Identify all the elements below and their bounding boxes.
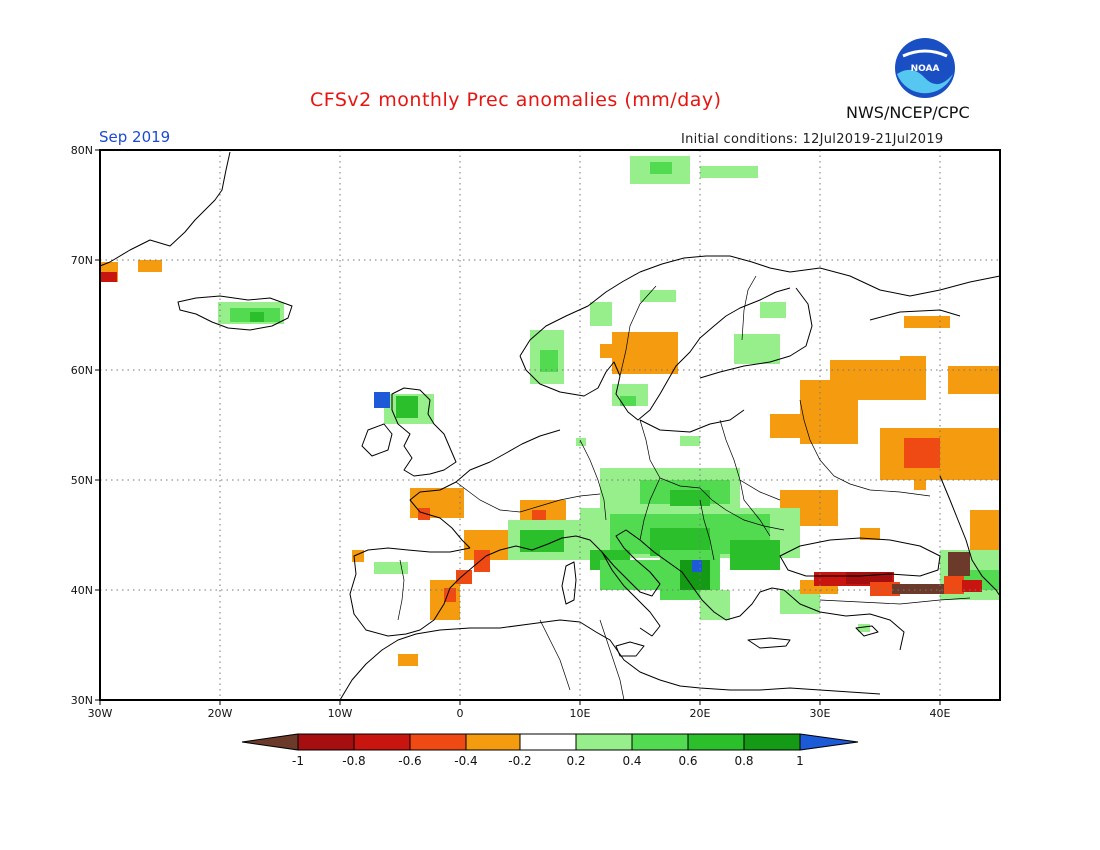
colorbar-tick-label: 0.4 — [622, 754, 641, 768]
colorbar-tick-label: 0.2 — [566, 754, 585, 768]
colorbar-tick-label: -0.4 — [454, 754, 477, 768]
colorbar-bin — [631, 733, 689, 751]
agency-label: NWS/NCEP/CPC — [846, 103, 970, 122]
colorbar-tick-label: -1 — [292, 754, 304, 768]
colorbar-tick-label: 0.8 — [734, 754, 753, 768]
colorbar-bin — [465, 733, 521, 751]
colorbar-tick-label: -0.6 — [398, 754, 421, 768]
lon-label: 20W — [208, 707, 233, 720]
lat-label: 60N — [71, 364, 93, 377]
lon-label: 30E — [810, 707, 831, 720]
lon-label: 30W — [88, 707, 113, 720]
colorbar-bin — [687, 733, 745, 751]
initial-conditions: Initial conditions: 12Jul2019-21Jul2019 — [681, 132, 944, 147]
lat-label: 80N — [71, 144, 93, 157]
colorbar-tick-label: 1 — [796, 754, 804, 768]
colorbar-bin — [519, 733, 577, 751]
svg-text:NOAA: NOAA — [911, 64, 940, 74]
lat-label: 70N — [71, 254, 93, 267]
lat-label: 30N — [71, 694, 93, 707]
lon-label: 10E — [570, 707, 591, 720]
colorbar-max-arrow — [799, 733, 859, 751]
colorbar-tick-label: -0.8 — [342, 754, 365, 768]
country-borders — [397, 275, 971, 701]
lon-label: 20E — [690, 707, 711, 720]
colorbar — [241, 733, 859, 751]
lon-label: 10W — [328, 707, 353, 720]
lat-label: 40N — [71, 584, 93, 597]
noaa-logo: NOAA — [895, 38, 955, 98]
colorbar-bin — [409, 733, 467, 751]
colorbar-tick-label: 0.6 — [678, 754, 697, 768]
colorbar-bin — [743, 733, 801, 751]
valid-month: Sep 2019 — [99, 128, 171, 146]
coastlines — [99, 151, 1001, 701]
colorbar-bin — [575, 733, 633, 751]
lon-label: 0 — [457, 707, 464, 720]
colorbar-min-arrow — [241, 733, 299, 751]
lat-label: 50N — [71, 474, 93, 487]
graticule — [100, 150, 1000, 700]
colorbar-bin — [297, 733, 355, 751]
colorbar-bin — [353, 733, 411, 751]
colorbar-tick-label: -0.2 — [508, 754, 531, 768]
lon-label: 40E — [930, 707, 951, 720]
map-title: CFSv2 monthly Prec anomalies (mm/day) — [310, 89, 722, 111]
plot-frame — [99, 149, 1001, 701]
